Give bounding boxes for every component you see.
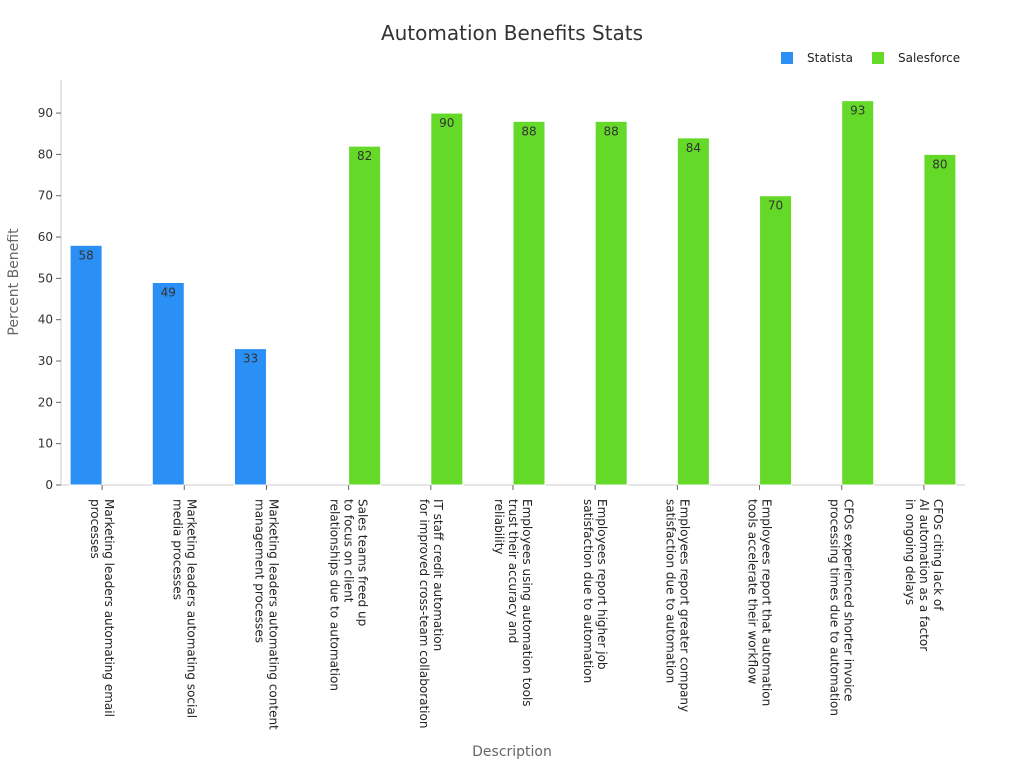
y-tick-label: 30	[38, 354, 53, 368]
y-tick-label: 40	[38, 313, 53, 327]
x-tick-label-line: trust their accuracy and	[506, 499, 520, 643]
x-tick-label-line: management processes	[252, 499, 266, 643]
bar-value-label: 33	[243, 352, 258, 366]
x-tick-label: Employees report greater companysatisfac…	[663, 499, 691, 712]
bar-salesforce-10	[923, 153, 957, 486]
x-tick-label-line: Employees report greater company	[677, 499, 691, 712]
x-tick-label: Marketing leaders automating socialmedia…	[170, 499, 198, 718]
x-tick-label-line: satisfaction due to automation	[581, 499, 595, 683]
x-axis-title: Description	[472, 744, 552, 760]
x-tick-label: Marketing leaders automating emailproces…	[88, 499, 116, 717]
x-tick-label: Marketing leaders automating contentmana…	[252, 499, 280, 730]
bar-value-label: 93	[850, 104, 865, 118]
x-tick-label-line: Marketing leaders automating content	[266, 499, 280, 730]
bar-value-label: 88	[521, 124, 536, 138]
x-tick-label-line: CFOs citing lack of	[931, 499, 945, 611]
x-tick-label: Employees report higher jobsatisfaction …	[581, 499, 609, 683]
y-tick-label: 0	[45, 478, 53, 492]
x-tick-label: CFOs experienced shorter invoiceprocessi…	[828, 499, 856, 716]
x-tick-label-line: Employees using automation tools	[520, 499, 534, 707]
legend-label-salesforce: Salesforce	[898, 51, 960, 65]
bar-statista-2	[233, 348, 267, 486]
y-tick-label: 80	[38, 147, 53, 161]
x-tick-label-line: processes	[88, 499, 102, 559]
x-tick-label-line: IT staff credit automation	[431, 499, 445, 651]
x-tick-label: Employees using automation toolstrust th…	[492, 499, 534, 707]
x-tick-label: Sales teams freed upto focus on clientre…	[328, 499, 370, 691]
x-tick-label-line: relationships due to automation	[328, 499, 342, 691]
y-ticks: 0 10 20 30 40 50 60 70 80 90	[38, 106, 61, 492]
x-tick-label-line: CFOs experienced shorter invoice	[842, 499, 856, 701]
x-tick-label-line: Marketing leaders automating email	[102, 499, 116, 717]
x-tick-label-line: AI automation as a factor	[917, 499, 931, 651]
value-labels: 58 49 33 82 90 88 88 84 70 93 80	[78, 104, 947, 366]
y-tick-label: 60	[38, 230, 53, 244]
y-tick-label: 50	[38, 271, 53, 285]
bar-salesforce-6	[594, 120, 628, 486]
x-tick-label-line: to focus on client	[342, 499, 356, 603]
bar-value-label: 88	[604, 124, 619, 138]
y-tick-label: 10	[38, 437, 53, 451]
legend-swatch-salesforce	[872, 52, 884, 64]
x-tick-label-line: reliability	[492, 499, 506, 555]
bar-value-label: 80	[932, 157, 947, 171]
x-tick-label-line: Marketing leaders automating social	[184, 499, 198, 718]
bar-salesforce-4	[430, 112, 464, 486]
bar-value-label: 84	[686, 141, 701, 155]
x-tick-label: Employees report that automationtools ac…	[746, 499, 774, 706]
x-tick-label-line: media processes	[170, 499, 184, 600]
x-tick-label-line: Employees report higher job	[595, 499, 609, 670]
bar-salesforce-9	[841, 100, 875, 486]
bar-statista-0	[69, 244, 103, 486]
bar-salesforce-5	[512, 120, 546, 486]
y-tick-label: 70	[38, 189, 53, 203]
bar-salesforce-7	[676, 137, 710, 486]
legend-swatch-statista	[781, 52, 793, 64]
legend-label-statista: Statista	[807, 51, 853, 65]
bar-value-label: 70	[768, 199, 783, 213]
x-tick-labels: Marketing leaders automating emailproces…	[88, 499, 945, 730]
x-tick-label-line: processing times due to automation	[828, 499, 842, 716]
bar-value-label: 90	[439, 116, 454, 130]
x-tick-label-line: tools accelerate their workflow	[746, 499, 760, 684]
y-axis-title: Percent Benefit	[6, 228, 22, 336]
x-tick-label-line: Sales teams freed up	[356, 499, 370, 626]
bar-value-label: 58	[78, 248, 93, 262]
bar-value-label: 82	[357, 149, 372, 163]
y-tick-label: 20	[38, 395, 53, 409]
bars	[69, 100, 957, 490]
x-tick-label: CFOs citing lack ofAI automation as a fa…	[903, 499, 945, 651]
x-tick-label-line: in ongoing delays	[903, 499, 917, 605]
bar-salesforce-3	[348, 145, 382, 486]
x-tick-label-line: satisfaction due to automation	[663, 499, 677, 683]
y-tick-label: 90	[38, 106, 53, 120]
chart-title: Automation Benefits Stats	[381, 21, 643, 45]
bar-salesforce-8	[759, 195, 793, 486]
x-tick-label-line: for improved cross-team collaboration	[417, 499, 431, 728]
bar-value-label: 49	[161, 286, 176, 300]
x-tick-label-line: Employees report that automation	[760, 499, 774, 706]
x-tick-label: IT staff credit automationfor improved c…	[417, 499, 445, 728]
bar-statista-1	[151, 282, 185, 486]
legend: Statista Salesforce	[781, 51, 960, 65]
